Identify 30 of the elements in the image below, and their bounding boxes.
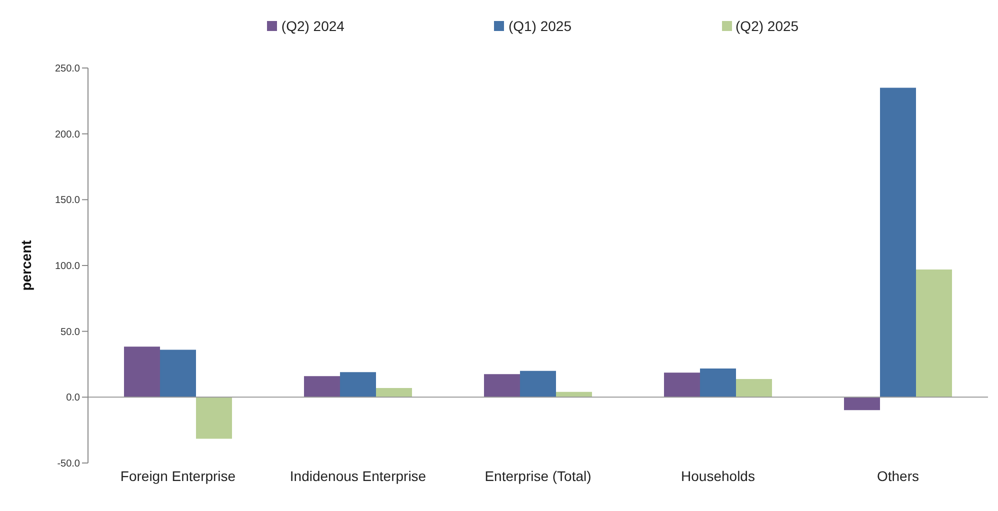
x-tick-label: Households — [681, 468, 755, 484]
y-tick-label: 250.0 — [54, 64, 80, 75]
bar — [844, 397, 880, 410]
bar — [124, 346, 160, 398]
bar — [196, 397, 232, 439]
bar — [880, 88, 916, 398]
x-tick-label: Others — [876, 468, 920, 484]
bar — [376, 388, 412, 398]
legend-label: (Q1) 2025 — [507, 18, 572, 34]
bar — [304, 376, 340, 398]
y-tick-label: 150.0 — [54, 195, 80, 206]
bar — [736, 378, 772, 398]
legend-label: (Q2) 2024 — [280, 18, 344, 34]
bar — [340, 372, 376, 398]
x-tick-label: Enterprise (Total) — [484, 468, 592, 484]
bar — [916, 269, 952, 398]
y-tick-label: 50.0 — [60, 326, 80, 338]
x-tick-label: Indidenous Enterprise — [290, 468, 426, 484]
y-axis-title: percent — [18, 240, 34, 291]
y-tick-label: 100.0 — [54, 261, 80, 272]
bar — [160, 350, 196, 398]
bar — [700, 368, 736, 398]
legend-label: (Q2) 2025 — [734, 18, 799, 34]
y-tick-label: 0.0 — [66, 392, 80, 404]
bar — [484, 374, 520, 398]
x-tick-label: Foreign Enterprise — [120, 468, 236, 484]
bar — [664, 372, 700, 398]
y-tick-label: 200.0 — [54, 129, 80, 140]
y-tick-label: -50.0 — [57, 458, 80, 470]
bar — [520, 370, 556, 398]
